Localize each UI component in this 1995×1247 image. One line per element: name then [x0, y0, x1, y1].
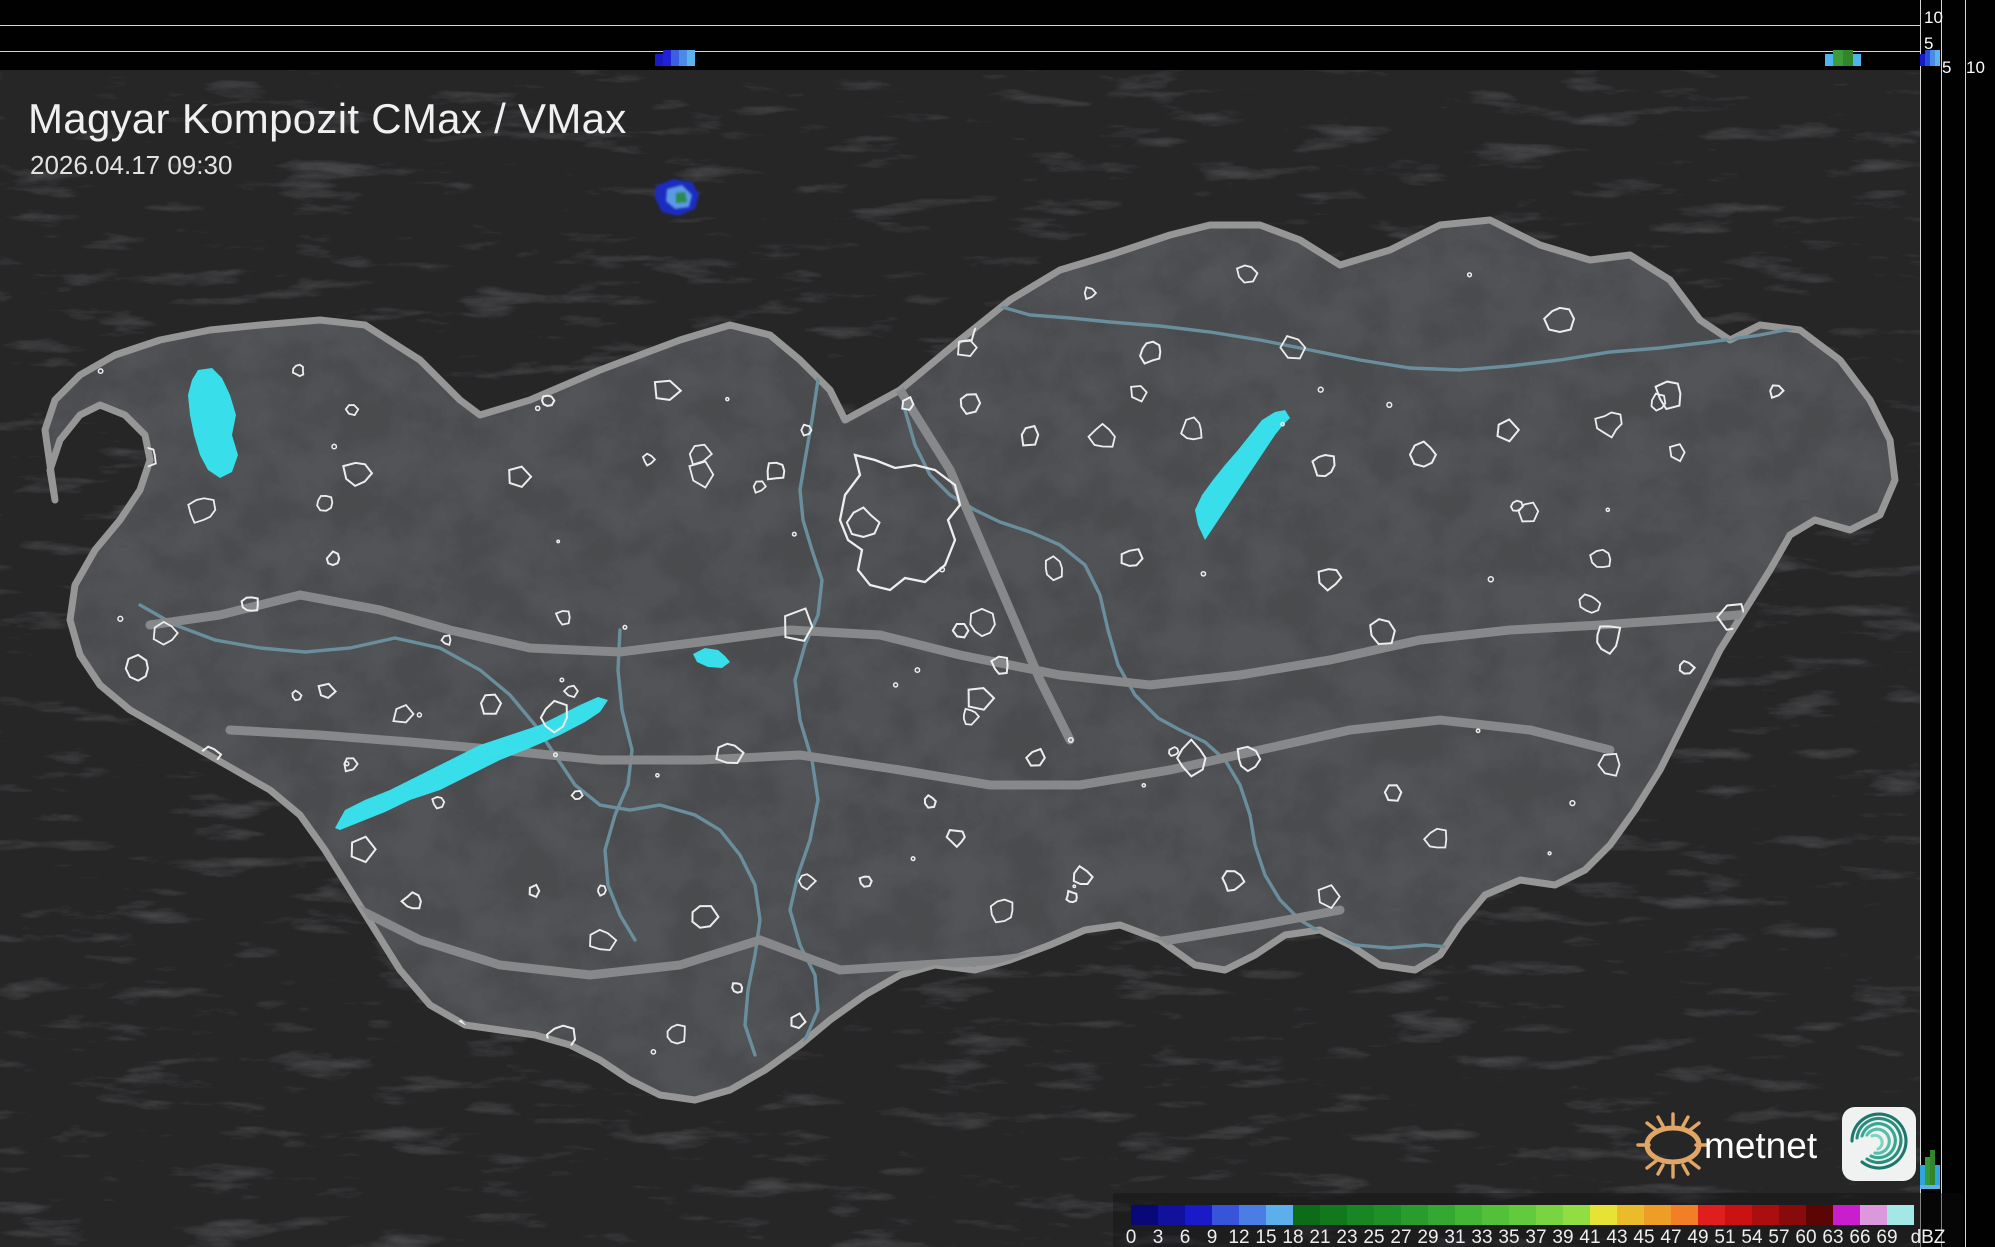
svg-text:12: 12 — [1228, 1227, 1249, 1247]
svg-text:25: 25 — [1363, 1227, 1384, 1247]
svg-text:41: 41 — [1579, 1227, 1600, 1247]
svg-text:60: 60 — [1795, 1227, 1816, 1247]
svg-text:dBZ: dBZ — [1911, 1227, 1946, 1247]
svg-text:66: 66 — [1849, 1227, 1870, 1247]
svg-text:63: 63 — [1822, 1227, 1843, 1247]
svg-text:49: 49 — [1687, 1227, 1708, 1247]
svg-text:29: 29 — [1417, 1227, 1438, 1247]
svg-text:0: 0 — [1126, 1227, 1137, 1247]
svg-text:metnet: metnet — [1704, 1125, 1818, 1166]
svg-text:27: 27 — [1390, 1227, 1411, 1247]
svg-text:47: 47 — [1660, 1227, 1681, 1247]
svg-text:51: 51 — [1714, 1227, 1735, 1247]
svg-text:23: 23 — [1336, 1227, 1357, 1247]
svg-text:45: 45 — [1633, 1227, 1654, 1247]
svg-text:18: 18 — [1282, 1227, 1303, 1247]
svg-text:3: 3 — [1153, 1227, 1164, 1247]
svg-text:31: 31 — [1444, 1227, 1465, 1247]
svg-text:39: 39 — [1552, 1227, 1573, 1247]
svg-text:35: 35 — [1498, 1227, 1519, 1247]
svg-text:9: 9 — [1207, 1227, 1218, 1247]
svg-text:21: 21 — [1309, 1227, 1330, 1247]
svg-text:33: 33 — [1471, 1227, 1492, 1247]
svg-text:15: 15 — [1255, 1227, 1276, 1247]
svg-text:43: 43 — [1606, 1227, 1627, 1247]
svg-text:54: 54 — [1741, 1227, 1763, 1247]
svg-text:69: 69 — [1876, 1227, 1897, 1247]
svg-text:6: 6 — [1180, 1227, 1191, 1247]
svg-text:37: 37 — [1525, 1227, 1546, 1247]
svg-text:57: 57 — [1768, 1227, 1789, 1247]
